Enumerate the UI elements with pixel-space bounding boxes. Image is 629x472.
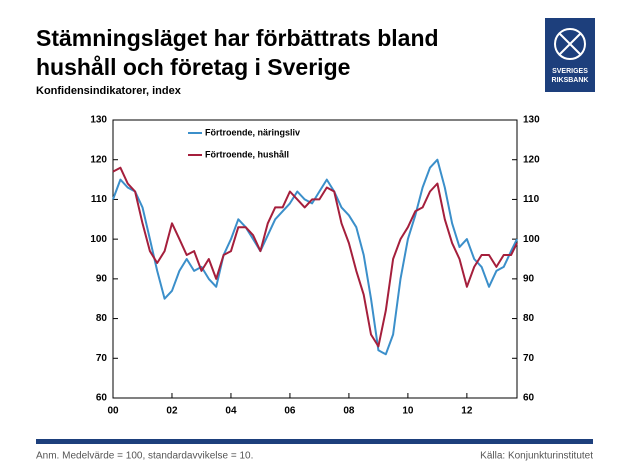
legend-label: Förtroende, näringsliv: [205, 127, 300, 137]
plot-frame: [112, 119, 518, 399]
y-tick-label: 120: [90, 154, 107, 165]
logo: SVERIGES RIKSBANK: [545, 18, 595, 92]
y2-tick-label: 60: [523, 393, 535, 404]
x-tick-label: 06: [284, 406, 296, 417]
y-tick-label: 90: [96, 273, 108, 284]
x-tick-label: 00: [107, 406, 119, 417]
y2-tick-label: 130: [523, 115, 540, 126]
y2-tick-label: 110: [523, 194, 540, 205]
y2-tick-label: 100: [523, 234, 540, 245]
footer-note: Anm. Medelvärde = 100, standardavvikelse…: [36, 451, 253, 462]
chart-title: hushåll och företag i Sverige: [36, 54, 350, 80]
logo-emblem: [559, 33, 581, 55]
y-tick-label: 100: [90, 234, 107, 245]
y-tick-label: 70: [96, 353, 108, 364]
series-line: [112, 158, 518, 356]
footer-rule: [36, 439, 593, 444]
x-tick-label: 10: [402, 406, 414, 417]
chart-subtitle: Konfidensindikatorer, index: [36, 85, 182, 97]
y2-tick-label: 80: [523, 313, 535, 324]
x-tick-label: 12: [461, 406, 473, 417]
legend-label: Förtroende, hushåll: [205, 149, 289, 159]
y-tick-label: 130: [90, 115, 107, 126]
x-tick-label: 04: [225, 406, 237, 417]
y2-tick-label: 120: [523, 154, 540, 165]
x-tick-label: 08: [343, 406, 355, 417]
chart-title: Stämningsläget har förbättrats bland: [36, 25, 439, 51]
logo-emblem: [554, 28, 586, 60]
y2-tick-label: 90: [523, 273, 535, 284]
series-line: [112, 166, 518, 348]
footer-source: Källa: Konjunkturinstitutet: [480, 451, 593, 462]
y-tick-label: 60: [96, 393, 108, 404]
logo-text: SVERIGES: [552, 68, 588, 75]
logo-background: [545, 18, 595, 92]
x-tick-label: 02: [166, 406, 178, 417]
y-tick-label: 110: [91, 194, 108, 205]
logo-text: RIKSBANK: [552, 77, 589, 84]
y-tick-label: 80: [96, 313, 108, 324]
y2-tick-label: 70: [523, 353, 535, 364]
